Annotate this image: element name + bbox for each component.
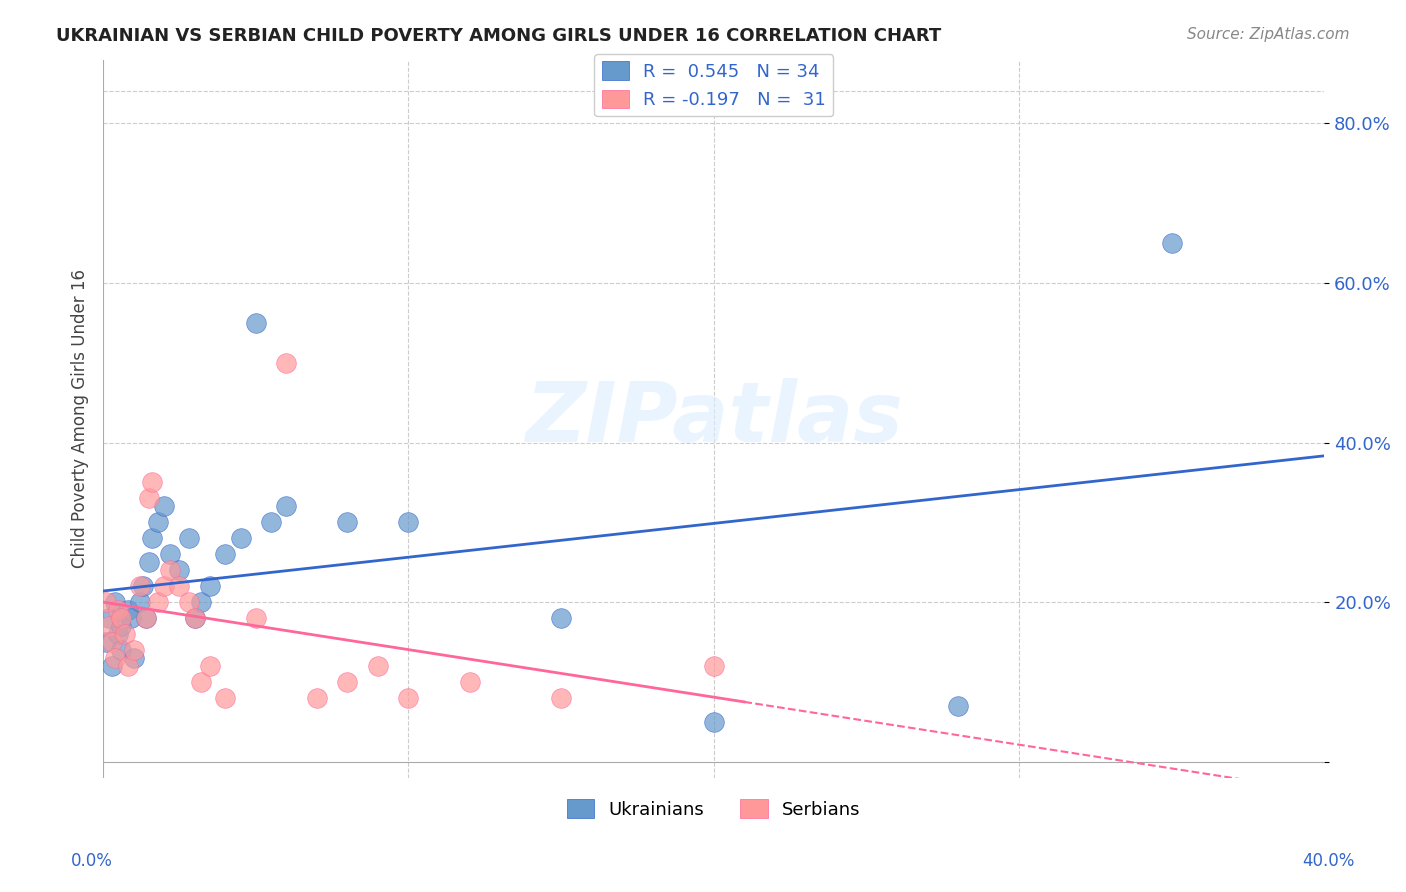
Point [305,690,328,705]
Text: 0.0%: 0.0% [70,852,112,870]
Point [183,611,205,625]
Text: 40.0%: 40.0% [1302,852,1355,870]
Point [146,516,169,530]
Point [398,690,420,705]
Point [229,531,252,545]
Point [550,611,572,625]
Point [703,658,725,673]
Point [117,658,139,673]
Point [132,579,155,593]
Point [122,651,145,665]
Point [153,579,176,593]
Point [367,658,389,673]
Point [198,579,221,593]
Point [245,611,267,625]
Point [128,579,150,593]
Point [336,674,359,689]
Point [117,603,139,617]
Point [96,595,118,609]
Point [141,475,163,490]
Point [110,611,132,625]
Y-axis label: Child Poverty Among Girls Under 16: Child Poverty Among Girls Under 16 [72,269,89,568]
Point [153,500,176,514]
Point [104,651,127,665]
Point [146,595,169,609]
Point [1160,236,1182,251]
Point [128,595,150,609]
Point [98,619,121,633]
Point [104,595,127,609]
Point [96,635,118,649]
Point [946,698,969,713]
Point [101,658,124,673]
Point [98,611,121,625]
Point [703,714,725,729]
Point [107,603,129,617]
Point [138,555,160,569]
Text: Source: ZipAtlas.com: Source: ZipAtlas.com [1187,27,1350,42]
Point [198,658,221,673]
Point [183,611,205,625]
Point [110,619,132,633]
Point [169,563,191,577]
Point [107,627,129,641]
Point [138,491,160,506]
Text: ZIPatlas: ZIPatlas [524,378,903,459]
Point [169,579,191,593]
Point [122,643,145,657]
Point [114,627,136,641]
Point [398,516,420,530]
Point [190,595,212,609]
Legend: Ukrainians, Serbians: Ukrainians, Serbians [560,792,868,826]
Point [177,531,200,545]
Point [245,316,267,330]
Point [135,611,157,625]
Point [550,690,572,705]
Point [177,595,200,609]
Point [214,690,236,705]
Point [276,356,298,370]
Point [336,516,359,530]
Point [120,611,142,625]
Point [159,563,181,577]
Point [135,611,157,625]
Point [110,643,132,657]
Point [101,635,124,649]
Point [190,674,212,689]
Point [141,531,163,545]
Text: UKRAINIAN VS SERBIAN CHILD POVERTY AMONG GIRLS UNDER 16 CORRELATION CHART: UKRAINIAN VS SERBIAN CHILD POVERTY AMONG… [56,27,942,45]
Point [276,500,298,514]
Point [159,547,181,561]
Point [214,547,236,561]
Point [260,516,283,530]
Point [458,674,481,689]
